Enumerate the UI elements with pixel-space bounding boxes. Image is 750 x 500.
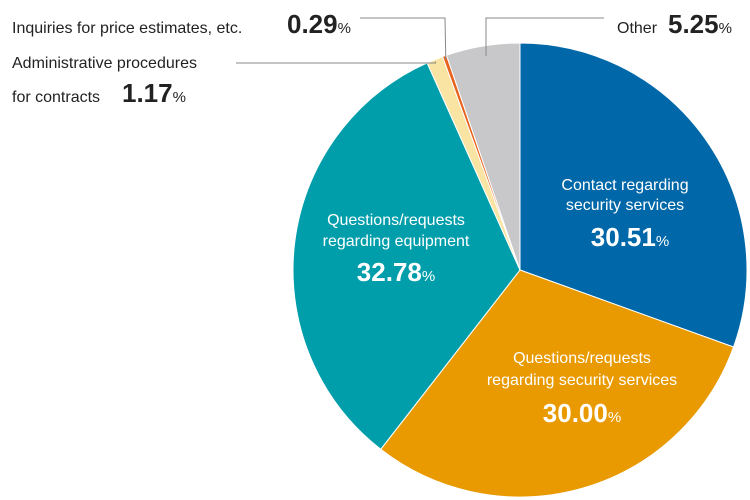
slice-label: Inquiries for price estimates, etc. [12, 20, 242, 37]
slice-label: Questions/requests [513, 350, 651, 367]
slice-label: regarding security services [487, 372, 677, 389]
leader-lines [236, 17, 604, 64]
slice-value-label: 5.25% [668, 9, 732, 39]
pie-slice [380, 269, 735, 498]
slice-label: Other [617, 20, 658, 37]
pie-slice [519, 42, 748, 348]
leader-line [236, 61, 436, 64]
pie-slice [292, 62, 521, 450]
slice-value-label: 0.29% [287, 9, 351, 39]
slice-label: regarding equipment [323, 233, 470, 250]
leader-line [360, 17, 447, 60]
slice-value-label: 30.51% [591, 222, 669, 252]
slice-value-label: 30.00% [543, 398, 621, 428]
slice-labels: Contact regarding security services 30.51%… [12, 9, 732, 428]
pie-slice [445, 42, 521, 271]
slice-label: Contact regarding [561, 177, 688, 194]
slice-label: security services [566, 197, 684, 214]
slice-label: Questions/requests [327, 212, 465, 229]
slice-value-label: 32.78% [357, 257, 435, 287]
pie-slices [292, 42, 748, 498]
slice-value-label: 1.17% [122, 78, 186, 108]
leader-line [485, 17, 604, 56]
slice-label: Administrative procedures [12, 55, 197, 72]
slice-label: for contracts [12, 89, 100, 106]
